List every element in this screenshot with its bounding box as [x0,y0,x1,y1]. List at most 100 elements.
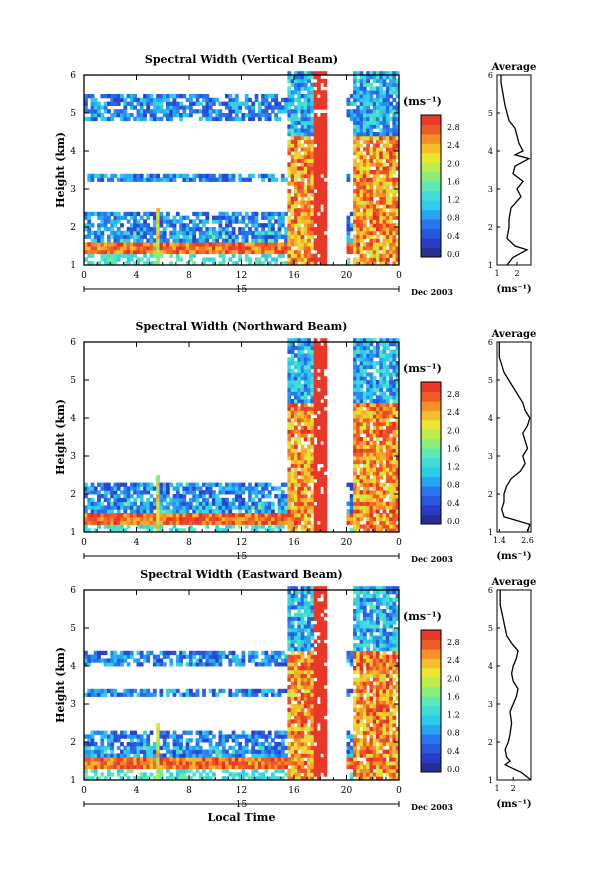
heatmap-cell [376,497,380,503]
heatmap-cell [310,429,315,434]
heatmap-cell [317,402,321,408]
heatmap-cell [323,151,328,156]
heatmap-cell [385,513,390,518]
heatmap-cell [189,242,193,247]
heatmap-cell [362,132,367,137]
heatmap-cell [103,505,108,510]
heatmap-cell [294,208,298,213]
heatmap-cell [228,234,233,239]
heatmap-cell [392,177,397,182]
heatmap-cell [261,482,265,487]
heatmap-cell [307,204,311,209]
heatmap-cell [267,501,272,506]
heatmap-cell [290,429,295,434]
heatmap-cell [146,742,151,747]
heatmap-cell [195,692,200,697]
heatmap-cell [208,662,213,667]
heatmap-cell [323,528,328,533]
heatmap-cell [320,124,325,129]
heatmap-cell [317,227,321,232]
heatmap-cell [257,501,262,506]
heatmap-cell [300,486,305,491]
heatmap-cell [395,211,400,217]
heatmap-cell [290,82,295,87]
heatmap-cell [392,78,397,84]
heatmap-cell [382,456,387,461]
heatmap-cell [372,456,377,461]
heatmap-cell [215,662,220,667]
heatmap-cell [100,486,105,491]
heatmap-cell [84,776,88,781]
heatmap-cell [182,177,187,182]
heatmap-cell [156,227,160,232]
colorbar-swatch [421,495,441,506]
heatmap-cell [294,402,298,408]
heatmap-cell [87,520,92,525]
heatmap-cell [372,219,377,224]
heatmap-cell [238,230,242,236]
heatmap-cell [369,158,374,163]
heatmap-cell [392,437,397,442]
heatmap-cell [271,177,275,182]
heatmap-cell [123,764,128,770]
heatmap-cell [307,444,311,449]
heatmap-cell [146,753,151,758]
heatmap-cell [290,143,295,148]
heatmap-cell [382,376,387,381]
heatmap-cell [107,745,111,751]
heatmap-cell [267,242,272,247]
heatmap-cell [264,528,269,533]
heatmap-cell [267,505,272,510]
heatmap-cell [385,181,390,186]
heatmap-cell [274,101,279,106]
heatmap-cell [251,501,256,506]
heatmap-cell [395,494,400,499]
heatmap-cell [294,406,298,411]
heatmap-cell [313,185,318,190]
heatmap-cell [359,478,364,484]
heatmap-cell [362,376,367,381]
heatmap-cell [103,486,108,491]
heatmap-cell [392,162,397,167]
heatmap-cell [359,227,364,232]
heatmap-cell [189,97,193,103]
heatmap-cell [192,497,197,503]
heatmap-cell [182,764,187,770]
heatmap-cell [136,494,141,499]
heatmap-cell [359,158,364,163]
heatmap-cell [379,471,384,476]
heatmap-cell [290,230,295,236]
heatmap-cell [356,113,361,118]
heatmap-cell [185,776,190,781]
heatmap-cell [353,86,357,91]
heatmap-cell [362,97,367,103]
heatmap-cell [346,246,351,251]
heatmap-cell [87,513,92,518]
heatmap-cell [169,173,174,179]
heatmap-cell [379,372,384,377]
heatmap-cell [382,399,387,404]
heatmap-cell [126,230,131,236]
heatmap-cell [297,338,302,343]
heatmap-cell [159,520,164,525]
heatmap-cell [185,234,190,239]
heatmap-cell [149,227,154,232]
heatmap-cell [300,383,305,389]
heatmap-cell [123,230,128,236]
heatmap-cell [294,410,298,415]
heatmap-cell [372,399,377,404]
heatmap-cell [110,520,115,525]
heatmap-cell [376,101,380,106]
heatmap-cell [294,154,298,160]
heatmap-cell [152,516,157,522]
heatmap-cell [310,463,315,468]
heatmap-cell [146,173,151,179]
heatmap-cell [241,768,246,773]
heatmap-cell [241,215,246,220]
heatmap-cell [362,353,367,358]
heatmap-cell [267,227,272,232]
heatmap-cell [323,437,328,442]
heatmap-cell [313,513,318,518]
heatmap-cell [143,261,147,266]
heatmap-cell [290,94,295,99]
